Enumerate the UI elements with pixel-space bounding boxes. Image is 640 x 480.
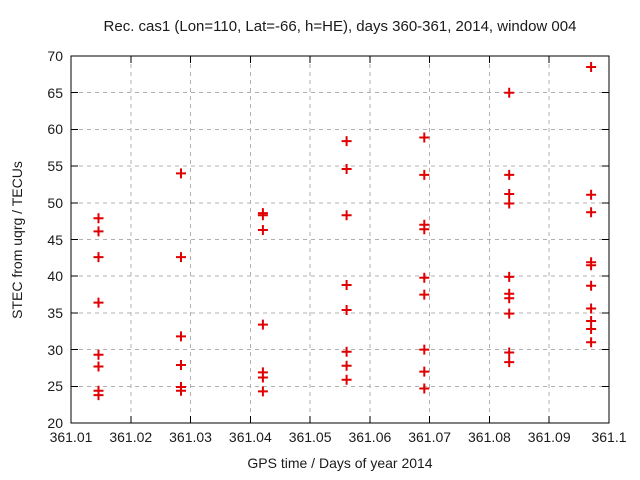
x-tick-label: 361.1 — [591, 429, 627, 445]
x-tick-label: 361.03 — [169, 429, 212, 445]
x-tick-label: 361.07 — [408, 429, 452, 445]
y-tick-label: 60 — [47, 121, 63, 138]
y-tick-label: 30 — [47, 341, 63, 358]
y-tick-label: 65 — [47, 84, 63, 101]
x-tick-label: 361.09 — [527, 429, 571, 445]
y-tick-label: 40 — [47, 268, 63, 285]
chart-title: Rec. cas1 (Lon=110, Lat=-66, h=HE), days… — [103, 18, 577, 35]
y-tick-label: 35 — [47, 304, 63, 321]
y-tick-label: 55 — [47, 158, 63, 175]
y-tick-label: 20 — [47, 415, 63, 431]
x-tick-label: 361.06 — [348, 429, 392, 445]
y-tick-label: 25 — [47, 378, 63, 395]
x-tick-label: 361.08 — [468, 429, 511, 445]
x-tick-label: 361.01 — [49, 429, 93, 445]
y-tick-label: 45 — [47, 231, 63, 248]
x-axis-label: GPS time / Days of year 2014 — [247, 455, 433, 471]
x-tick-label: 361.05 — [288, 429, 332, 445]
data-points — [93, 62, 597, 401]
y-tick-label: 70 — [47, 48, 63, 64]
x-tick-label: 361.02 — [109, 429, 153, 445]
y-tick-label: 50 — [47, 194, 63, 211]
x-tick-label: 361.04 — [228, 429, 272, 445]
